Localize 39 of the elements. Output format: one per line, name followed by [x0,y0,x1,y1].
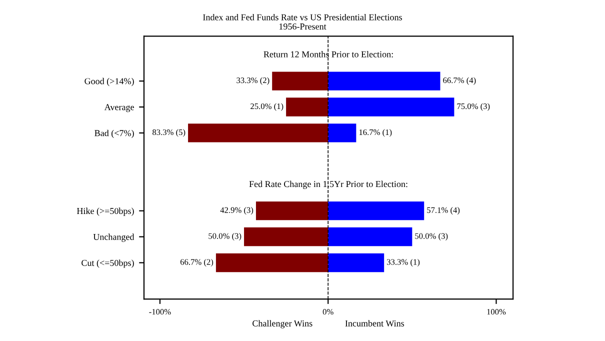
data-label: 33.3% (2) [236,77,270,85]
chart-title: Index and Fed Funds Rate vs US Presidential Elections [203,14,402,20]
y-tick-label: Good (>14%) [84,78,134,86]
data-label: 50.0% (3) [208,232,242,241]
data-label: 66.7% (4) [443,77,476,85]
bar [328,253,384,272]
data-label: 83.3% (5) [152,129,186,137]
x-tick-label: -100% [149,309,171,315]
bar [272,72,328,90]
bar [328,98,454,116]
data-label: 57.1% (4) [427,207,460,215]
text: Incumbent Wins [345,320,404,326]
x-tick-label: 100% [487,309,506,315]
y-tick-label: Hike (>=50bps) [76,208,134,216]
y-tick-label: Unchanged [93,234,134,242]
data-label: 33.3% (1) [387,258,420,266]
data-label: 75.0% (3) [457,103,490,111]
bar [328,227,412,246]
chart-subtitle: 1956-Present [279,23,326,30]
text: Challenger Wins [252,320,312,328]
data-label: 16.7% (1) [359,129,392,137]
bar [188,124,328,142]
annotation: Fed Rate Change in 1.5Yr Prior to Election: [249,180,408,189]
data-label: 25.0% (1) [250,103,284,111]
x-tick-label: 0% [322,309,334,315]
y-tick-label: Bad (<7%) [94,130,134,138]
y-tick-label: Average [104,104,134,112]
bar [286,98,328,116]
y-tick-label: Cut (<=50bps) [82,260,134,268]
bar [216,253,328,272]
bar [328,72,440,90]
data-label: 42.9% (3) [220,207,254,215]
bar [328,201,424,220]
bar [256,201,328,220]
bar [244,227,328,246]
data-label: 66.7% (2) [180,258,214,266]
bar [328,124,356,142]
annotation: Return 12 Months Prior to Election: [264,51,393,58]
data-label: 50.0% (3) [415,232,448,241]
